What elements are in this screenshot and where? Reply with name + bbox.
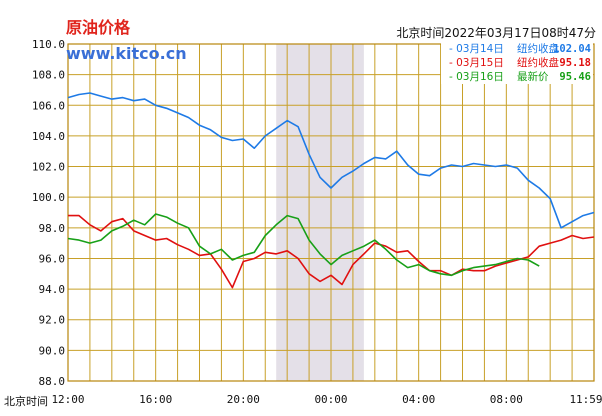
legend-label: 最新价 <box>517 71 549 83</box>
x-tick-label: 11:59 <box>569 393 602 406</box>
y-tick-label: 104.0 <box>32 130 65 143</box>
series-line <box>68 214 595 289</box>
y-tick-label: 92.0 <box>39 314 66 327</box>
chart-title: 原油价格 <box>66 18 131 37</box>
series-line <box>67 92 595 229</box>
brand-watermark: www.kitco.cn <box>66 44 187 63</box>
y-tick-label: 94.0 <box>39 283 66 296</box>
y-tick-label: 106.0 <box>32 99 65 112</box>
legend-entry-mar14: - 03月14日 纽约收盘 102.04 <box>441 42 593 56</box>
x-tick-label: 20:00 <box>227 393 260 406</box>
x-tick-label: 16:00 <box>139 393 172 406</box>
legend-entry-mar16: - 03月16日 最新价 95.46 <box>441 70 593 84</box>
y-tick-label: 110.0 <box>32 38 65 51</box>
legend-date: - 03月14日 <box>449 43 504 55</box>
y-tick-label: 100.0 <box>32 191 65 204</box>
y-tick-label: 88.0 <box>39 375 66 388</box>
legend-entry-mar15: - 03月15日 纽约收盘 95.18 <box>441 56 593 70</box>
y-tick-label: 108.0 <box>32 69 65 82</box>
shaded-session-band <box>276 44 364 381</box>
x-tick-label: 12:00 <box>51 393 84 406</box>
x-tick-label: 00:00 <box>314 393 347 406</box>
legend-value: 95.18 <box>559 57 591 69</box>
legend-value: 95.46 <box>559 71 591 83</box>
series-line <box>67 213 540 277</box>
x-tick-label: 04:00 <box>402 393 435 406</box>
legend-label: 纽约收盘 <box>517 43 559 55</box>
legend: - 03月14日 纽约收盘 102.04 - 03月15日 纽约收盘 95.18… <box>441 42 593 84</box>
legend-label: 纽约收盘 <box>517 57 559 69</box>
legend-value: 102.04 <box>553 43 591 55</box>
legend-date: - 03月15日 <box>449 57 504 69</box>
legend-date: - 03月16日 <box>449 71 504 83</box>
x-tick-label: 08:00 <box>490 393 523 406</box>
timestamp: 北京时间2022年03月17日08时47分 <box>396 26 596 40</box>
y-tick-label: 98.0 <box>39 222 66 235</box>
y-tick-label: 90.0 <box>39 344 66 357</box>
x-axis-prefix: 北京时间 <box>4 395 48 408</box>
y-tick-label: 96.0 <box>39 252 66 265</box>
y-tick-label: 102.0 <box>32 161 65 174</box>
